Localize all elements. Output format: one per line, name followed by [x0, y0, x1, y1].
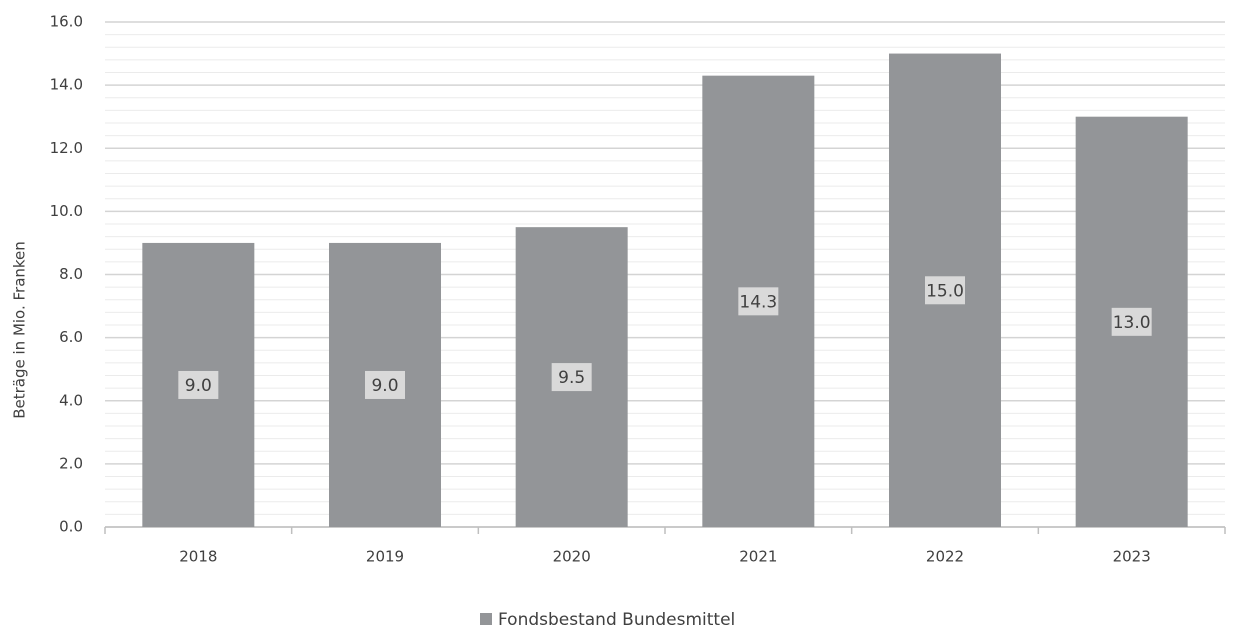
data-label-box: [738, 287, 779, 316]
data-label-box: [925, 276, 965, 305]
data-label: 15.0: [926, 281, 964, 301]
data-label: 9.0: [371, 376, 398, 396]
y-tick-label: 12.0: [50, 139, 83, 157]
y-tick-label: 16.0: [50, 13, 83, 31]
legend-swatch: [480, 613, 492, 625]
x-tick-label: 2019: [366, 548, 404, 566]
data-label: 9.5: [558, 368, 585, 388]
data-label-box: [178, 370, 219, 399]
y-tick-label: 14.0: [50, 76, 83, 94]
y-tick-label: 4.0: [59, 391, 83, 409]
y-tick-label: 8.0: [59, 265, 83, 283]
y-tick-label: 6.0: [59, 328, 83, 346]
x-tick-label: 2021: [739, 548, 777, 566]
y-tick-label: 0.0: [59, 518, 83, 536]
data-label-box: [1111, 307, 1152, 336]
data-label: 9.0: [185, 376, 212, 396]
data-label: 14.3: [739, 292, 777, 312]
x-tick-label: 2020: [553, 548, 591, 566]
y-tick-label: 10.0: [50, 202, 83, 220]
data-label-box: [551, 363, 592, 392]
x-tick-label: 2023: [1113, 548, 1151, 566]
y-axis-label: Beträge in Mio. Franken: [11, 241, 29, 419]
data-label-box: [365, 370, 405, 399]
x-tick-label: 2022: [926, 548, 964, 566]
data-label: 13.0: [1113, 313, 1151, 333]
legend-label: Fondsbestand Bundesmittel: [498, 610, 735, 628]
y-tick-label: 2.0: [59, 454, 83, 472]
x-tick-label: 2018: [179, 548, 217, 566]
